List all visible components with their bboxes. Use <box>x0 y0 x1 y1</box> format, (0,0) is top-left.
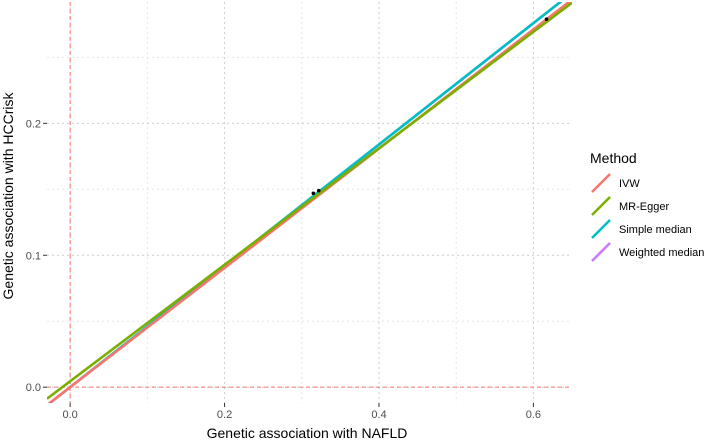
y-axis-ticks: 0.0 0.1 0.2 <box>26 118 47 394</box>
series-line-mr-egger <box>47 2 572 400</box>
legend-key-swatch <box>591 242 611 262</box>
y-tick-label: 0.1 <box>26 250 41 262</box>
data-point <box>316 188 321 193</box>
x-tick-label: 0.2 <box>217 409 232 421</box>
legend-key-swatch <box>591 173 611 193</box>
legend-key-swatch <box>591 196 611 216</box>
x-tick-label: 0.6 <box>526 409 541 421</box>
x-tick-label: 0.0 <box>63 409 78 421</box>
legend-key-swatch <box>591 219 611 239</box>
series-lines <box>47 2 572 403</box>
legend-label: Simple median <box>619 224 692 236</box>
data-point <box>544 17 549 21</box>
data-points <box>311 17 549 196</box>
x-axis-title: Genetic association with NAFLD <box>207 425 408 441</box>
grid-minor <box>47 2 572 403</box>
y-tick-label: 0.2 <box>26 118 41 130</box>
legend-title: Method <box>590 150 637 166</box>
zero-reference-lines <box>47 2 572 403</box>
y-axis-title: Genetic association with HCCrisk <box>0 92 16 300</box>
x-axis-ticks: 0.0 0.2 0.4 0.6 <box>63 403 541 421</box>
x-tick-label: 0.4 <box>371 409 386 421</box>
legend-label: Weighted median <box>619 247 704 259</box>
legend-label: MR-Egger <box>619 201 669 213</box>
data-point <box>311 191 316 196</box>
y-tick-label: 0.0 <box>26 382 41 394</box>
legend: Method IVW MR-Egger Simple median Weighted … <box>590 150 704 263</box>
legend-label: IVW <box>619 178 640 190</box>
legend-keys: IVW MR-Egger Simple median Weighted median <box>590 172 704 263</box>
